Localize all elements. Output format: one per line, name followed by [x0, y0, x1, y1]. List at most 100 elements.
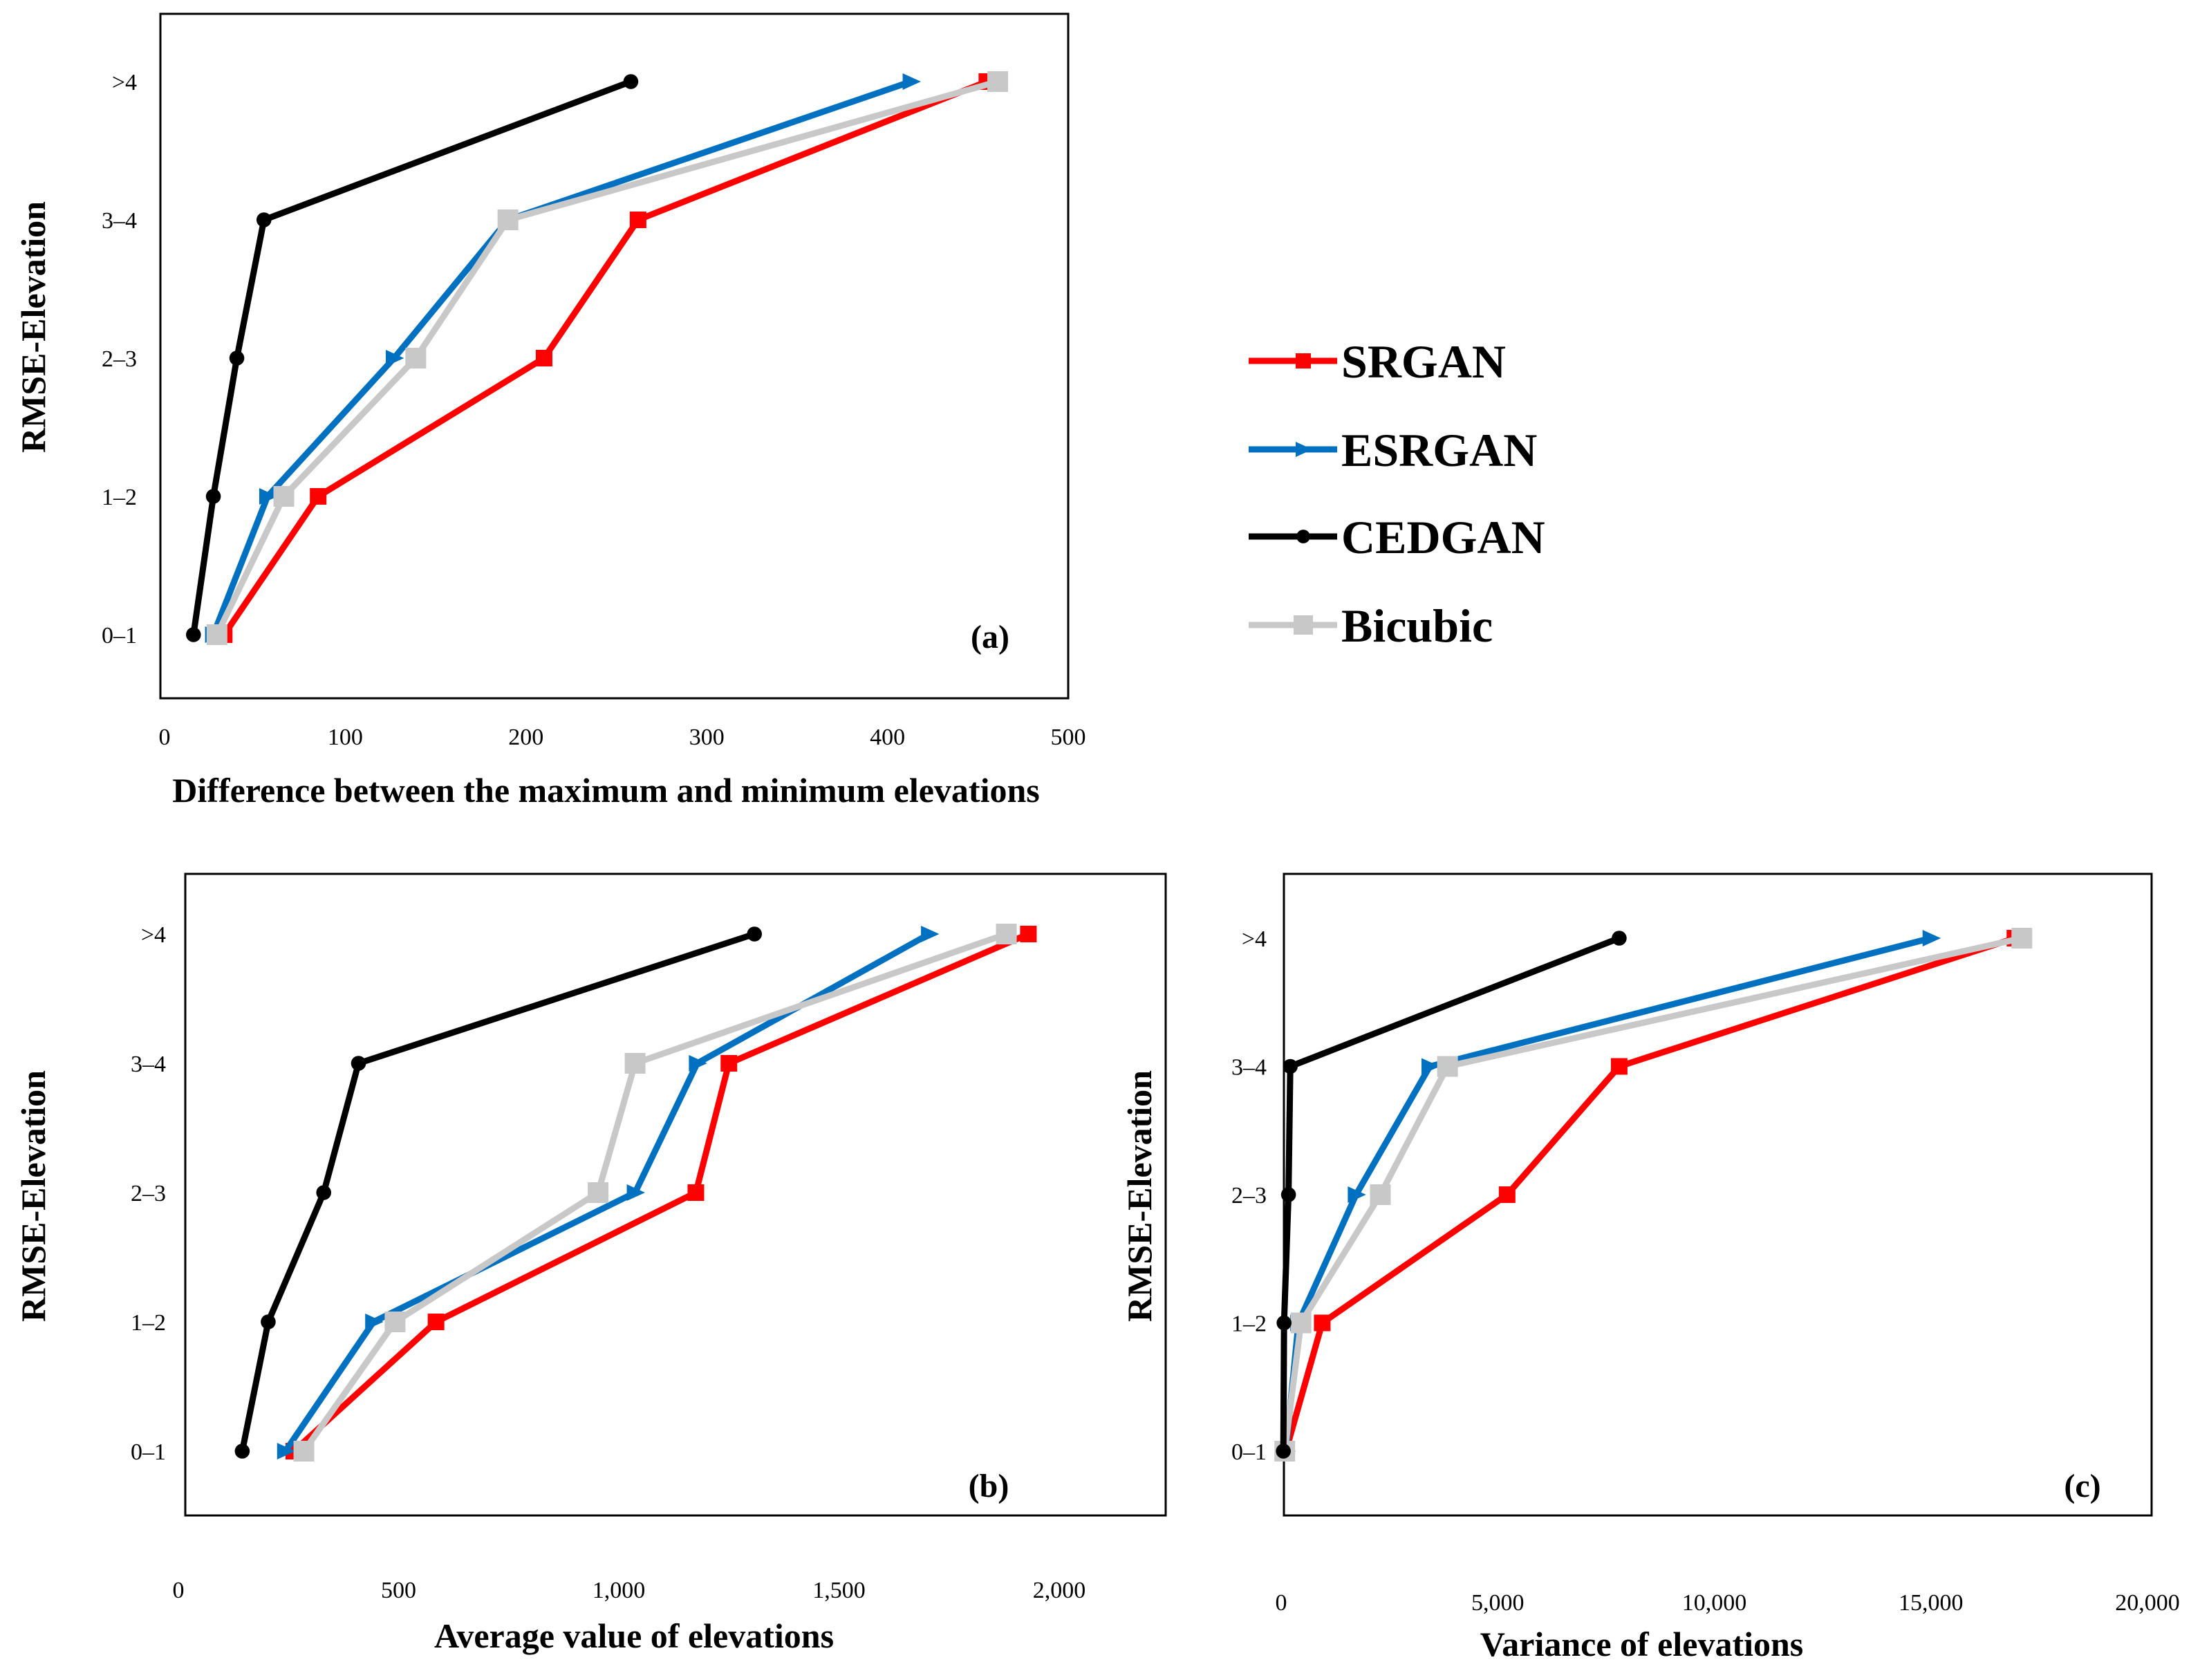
data-point-cedgan [229, 351, 245, 366]
panel-label: (b) [969, 1468, 1009, 1504]
data-point-cedgan [623, 74, 639, 89]
data-point-cedgan [186, 627, 201, 642]
legend-marker [1294, 615, 1313, 635]
series-bicubic [206, 71, 1009, 645]
y-tick-label: 0–1 [1231, 1439, 1267, 1465]
data-point-srgan [687, 1184, 705, 1201]
data-point-cedgan [1612, 931, 1627, 946]
series-srgan [285, 926, 1037, 1459]
data-point-esrgan [902, 73, 921, 90]
data-point-bicubic [497, 209, 519, 230]
data-point-bicubic [1290, 1312, 1312, 1334]
data-point-cedgan [351, 1056, 366, 1071]
series-line-bicubic [301, 931, 1010, 1455]
data-point-bicubic [987, 71, 1009, 92]
data-point-bicubic [384, 1312, 406, 1332]
data-point-srgan [1314, 1314, 1331, 1332]
series-line-cedgan [1280, 935, 1623, 1455]
data-point-cedgan [234, 1444, 250, 1459]
data-point-bicubic [624, 1053, 646, 1074]
x-tick-label: 0 [1276, 1590, 1287, 1616]
series-cedgan [234, 926, 762, 1459]
data-point-srgan [629, 212, 646, 228]
data-point-srgan [535, 350, 552, 366]
data-point-bicubic [996, 924, 1017, 944]
legend: SRGAN ESRGAN CEDGAN Bicubic [1249, 335, 1545, 652]
y-tick-label: 0–1 [102, 623, 137, 648]
y-axis-title: RMSE-Elevation [14, 1070, 53, 1322]
series-line-bicubic [1281, 935, 2025, 1455]
y-tick-label: 3–4 [102, 208, 137, 234]
data-point-esrgan [921, 926, 940, 942]
x-tick-label: 15,000 [1899, 1590, 1964, 1616]
chart-panel-a: 0 100 200 300 400 500 0–1 1–2 2–3 3–4 >4 Difference… [14, 12, 1086, 810]
data-point-bicubic [2011, 928, 2033, 949]
x-tick-label: 400 [870, 725, 905, 750]
data-point-cedgan [205, 489, 221, 504]
data-point-esrgan [277, 1443, 296, 1459]
data-point-bicubic [588, 1182, 609, 1203]
x-tick-label: 10,000 [1682, 1590, 1747, 1616]
series-cedgan [1276, 931, 1627, 1459]
y-tick-label: >4 [1242, 926, 1267, 952]
data-point-esrgan [626, 1184, 645, 1201]
x-tick-label: 20,000 [2115, 1590, 2180, 1616]
data-point-cedgan [1276, 1315, 1292, 1331]
data-point-cedgan [1283, 1058, 1298, 1074]
data-point-srgan [1610, 1058, 1628, 1075]
data-point-esrgan [365, 1314, 384, 1330]
series-bicubic [1274, 928, 2033, 1462]
data-point-bicubic [273, 486, 295, 507]
data-point-bicubic [1437, 1056, 1458, 1077]
series-cedgan [186, 74, 639, 642]
series-srgan [216, 73, 996, 643]
x-tick-label: 2,000 [1033, 1578, 1086, 1603]
panel-label: (a) [971, 619, 1009, 655]
data-point-bicubic [293, 1441, 315, 1462]
data-point-srgan [1498, 1186, 1516, 1203]
y-axis-title: RMSE-Elevation [1120, 1070, 1159, 1322]
data-point-cedgan [316, 1185, 332, 1200]
legend-item-cedgan: CEDGAN [1249, 511, 1545, 563]
panel-label: (c) [2064, 1468, 2100, 1504]
series-line-srgan [1283, 935, 2018, 1455]
y-tick-label: 3–4 [131, 1052, 166, 1077]
y-tick-label: 1–2 [102, 485, 137, 510]
x-tick-label: 0 [173, 1578, 185, 1603]
x-tick-label: 1,000 [593, 1578, 646, 1603]
x-axis-title: Variance of elevations [1480, 1625, 1804, 1663]
data-point-cedgan [261, 1314, 276, 1329]
legend-marker [1296, 353, 1311, 368]
chart-panel-c: 0 5,000 10,000 15,000 20,000 0–1 1–2 2–3 3–4 >4 Va… [1120, 872, 2180, 1663]
series-bicubic [293, 924, 1017, 1462]
x-tick-label: 200 [508, 725, 543, 750]
data-point-cedgan [256, 212, 272, 227]
data-point-cedgan [1280, 1187, 1296, 1202]
y-tick-label: 2–3 [131, 1181, 166, 1206]
series-line-srgan [221, 78, 990, 638]
series-line-esrgan [210, 78, 915, 638]
data-point-srgan [720, 1055, 738, 1072]
data-point-bicubic [405, 348, 427, 368]
legend-label: CEDGAN [1341, 511, 1545, 563]
data-point-bicubic [206, 624, 227, 645]
x-tick-label: 500 [1051, 725, 1086, 750]
x-tick-label: 100 [328, 725, 363, 750]
legend-item-bicubic: Bicubic [1249, 599, 1493, 652]
y-tick-label: >4 [112, 70, 137, 95]
series-esrgan [277, 926, 940, 1459]
y-tick-label: 1–2 [131, 1310, 166, 1336]
x-tick-label: 1,500 [812, 1578, 866, 1603]
plot-frame [159, 12, 1070, 700]
y-axis-title: RMSE-Elevation [14, 201, 53, 453]
data-point-esrgan [689, 1055, 707, 1072]
data-point-srgan [310, 488, 327, 505]
x-axis-title: Average value of elevations [434, 1616, 834, 1655]
x-tick-label: 0 [159, 725, 171, 750]
data-point-esrgan [385, 350, 404, 366]
legend-marker [1296, 530, 1310, 543]
y-tick-label: 2–3 [1231, 1183, 1267, 1208]
legend-label: Bicubic [1341, 599, 1493, 652]
x-tick-label: 500 [381, 1578, 416, 1603]
